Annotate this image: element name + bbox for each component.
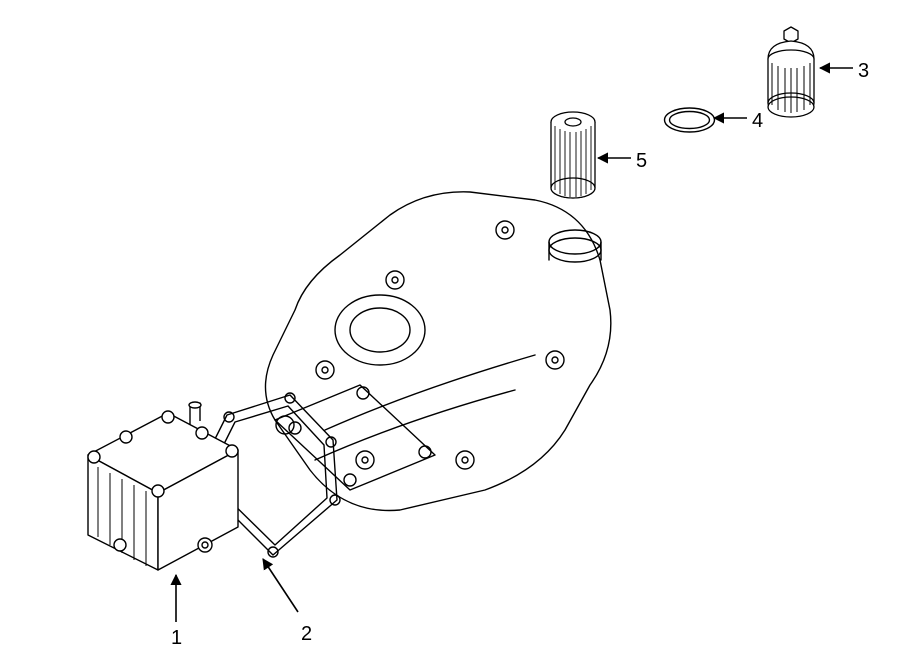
callout-label-3: 3	[858, 60, 869, 83]
callout-label-2: 2	[301, 623, 312, 646]
arrow-2	[263, 559, 298, 612]
callout-label-1: 1	[171, 627, 182, 650]
parts-diagram-stage: 1 2 3 4 5	[0, 0, 900, 661]
callout-arrows	[0, 0, 900, 661]
callout-label-4: 4	[752, 110, 763, 133]
callout-label-5: 5	[636, 150, 647, 173]
